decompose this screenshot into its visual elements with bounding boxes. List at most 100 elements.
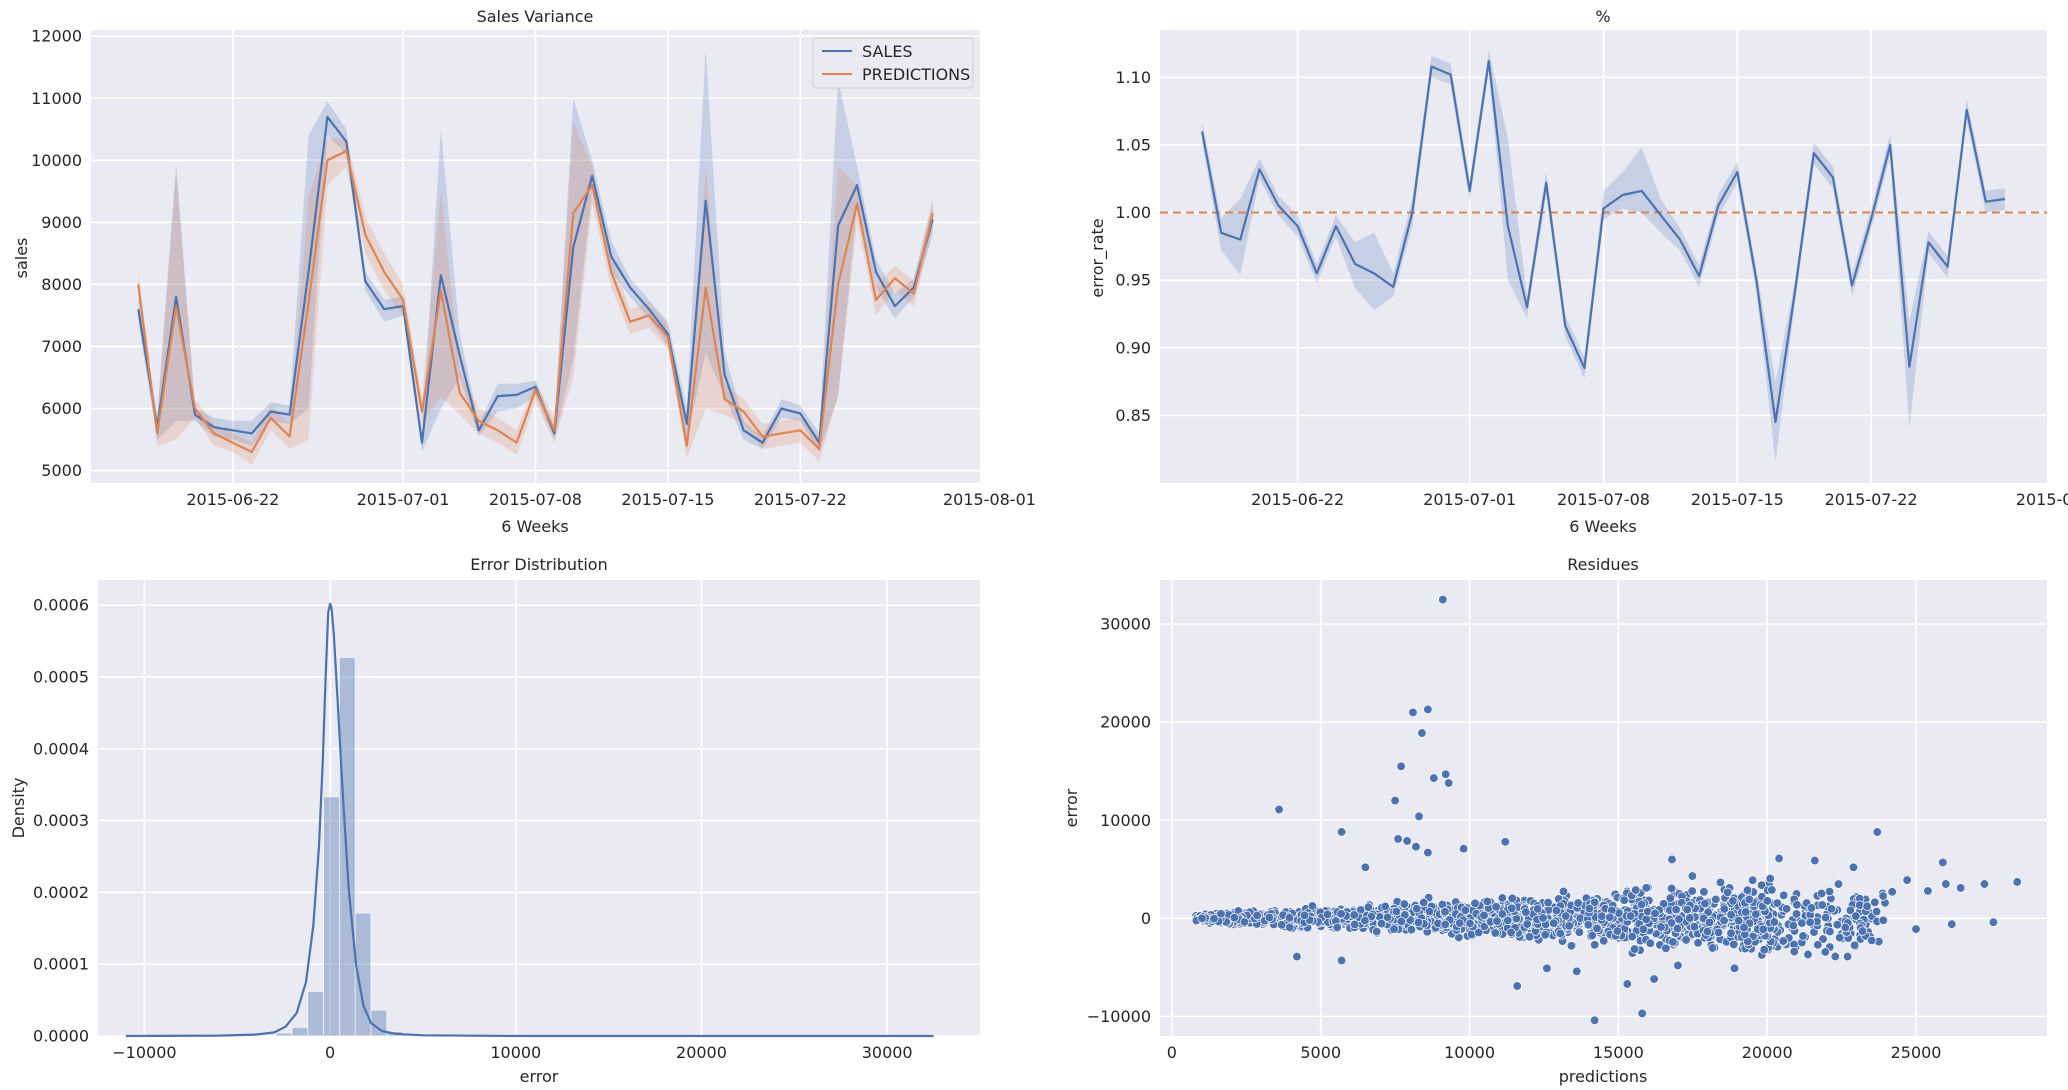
scatter-point [1336, 827, 1347, 837]
x-tick-label: 2015-07-01 [1423, 490, 1516, 509]
x-tick-label: 0 [325, 1043, 335, 1062]
error-rate-chart: 2015-06-22 2015-07-01 2015-07-08 2015-07-15… [1088, 7, 2068, 536]
histogram-bar [291, 1027, 309, 1037]
scatter-point [1574, 927, 1585, 937]
scatter-point [1665, 893, 1675, 903]
scatter-point [1597, 911, 1607, 921]
scatter-point [1941, 879, 1951, 889]
scatter-point [1402, 836, 1412, 846]
scatter-point [1622, 979, 1632, 989]
y-tick-label: 1.00 [1115, 203, 1151, 222]
scatter-point [1805, 917, 1815, 927]
scatter-point [1902, 875, 1912, 885]
histogram-bar [339, 657, 356, 1037]
y-tick-label: 0.95 [1115, 271, 1151, 290]
scatter-point [1252, 910, 1262, 921]
scatter-point [1867, 935, 1877, 946]
y-tick-label: 0.85 [1115, 406, 1151, 425]
error-distribution-tick-labels: −10000 0 10000 20000 30000 0.0000 0.0001 0.0002… [33, 596, 913, 1062]
residues-tick-labels: 0 5000 10000 15000 20000 25000 −10000 0 10000 200… [1087, 615, 1942, 1062]
scatter-point [1734, 916, 1744, 926]
scatter-point [1424, 906, 1435, 917]
scatter-point [1503, 915, 1513, 926]
scatter-point [1441, 769, 1451, 779]
scatter-point [1599, 936, 1609, 946]
series-line-predictions [137, 149, 934, 454]
histogram-bar [275, 1032, 293, 1037]
kde-curve [125, 602, 934, 1038]
scatter-point [1739, 922, 1749, 933]
scatter-point [1470, 898, 1480, 908]
error-rate-xlabel: 6 Weeks [1569, 517, 1636, 536]
scatter-point [1791, 909, 1802, 919]
y-tick-label: 0.0004 [33, 739, 89, 758]
scatter-point [1543, 897, 1553, 908]
y-tick-label: 10000 [31, 151, 82, 170]
scatter-point [1851, 911, 1861, 921]
scatter-point [1274, 804, 1284, 815]
scatter-point [1751, 909, 1761, 919]
scatter-point [1423, 704, 1433, 715]
sales-variance-ylabel: sales [12, 238, 31, 279]
confidence-band-predictions [138, 123, 933, 465]
scatter-point [1878, 891, 1888, 901]
y-tick-label: 1.05 [1115, 135, 1151, 154]
x-tick-label: 15000 [1593, 1043, 1644, 1062]
x-tick-label: 2015-08-01 [2016, 490, 2068, 509]
y-tick-label: 0.0005 [33, 667, 89, 686]
y-tick-label: 0.0000 [33, 1027, 89, 1046]
scatter-point [1656, 922, 1666, 932]
scatter-point [1490, 928, 1500, 938]
scatter-point [1429, 773, 1439, 783]
scatter-point [1661, 943, 1671, 953]
scatter-point [1299, 910, 1310, 920]
sales-variance-lines [137, 115, 934, 454]
scatter-point [1372, 926, 1382, 937]
scatter-point [1816, 888, 1827, 899]
y-tick-label: 0.0001 [33, 955, 89, 974]
scatter-point [1988, 917, 1999, 927]
y-tick-label: 0.90 [1115, 338, 1151, 357]
scatter-point [1533, 904, 1543, 914]
scatter-point [1979, 879, 1990, 889]
scatter-point [1479, 921, 1489, 932]
scatter-point [1747, 875, 1758, 885]
scatter-point [1871, 906, 1882, 917]
scatter-point [1482, 896, 1492, 907]
scatter-point [1713, 927, 1724, 938]
error-rate-ylabel: error_rate [1088, 218, 1108, 297]
scatter-point [1835, 932, 1845, 943]
sales-variance-tick-labels: 2015-06-22 2015-07-01 2015-07-08 2015-07-15… [31, 27, 1036, 509]
x-tick-label: 30000 [862, 1043, 913, 1062]
scatter-point [1197, 913, 1207, 923]
y-tick-label: 12000 [31, 27, 82, 46]
scatter-point [1512, 981, 1522, 991]
scatter-point [1824, 886, 1835, 897]
scatter-point [1848, 862, 1859, 872]
scatter-point [1741, 907, 1751, 917]
error-rate-tick-labels: 2015-06-22 2015-07-01 2015-07-08 2015-07-15… [1115, 68, 2068, 509]
scatter-point [1419, 897, 1429, 908]
scatter-point [1382, 912, 1393, 922]
legend-frame [812, 37, 974, 89]
scatter-point [1682, 905, 1692, 915]
x-tick-label: −10000 [112, 1043, 176, 1062]
scatter-point [1444, 778, 1454, 788]
scatter-point [1817, 900, 1827, 910]
error-rate-title: % [1595, 7, 1610, 26]
scatter-point [1396, 761, 1406, 771]
scatter-point [1641, 883, 1651, 893]
error-distribution-bars [275, 657, 419, 1037]
scatter-point [1762, 896, 1773, 906]
scatter-point [1792, 900, 1802, 910]
scatter-point [1631, 885, 1641, 895]
scatter-point [1507, 893, 1517, 903]
scatter-point [1292, 951, 1302, 962]
scatter-point [1758, 924, 1768, 934]
scatter-point [1549, 918, 1559, 928]
scatter-point [1558, 886, 1569, 897]
x-tick-label: 2015-07-01 [357, 490, 450, 509]
scatter-point [1702, 926, 1713, 937]
scatter-point [1307, 901, 1318, 911]
scatter-point [1693, 938, 1703, 948]
